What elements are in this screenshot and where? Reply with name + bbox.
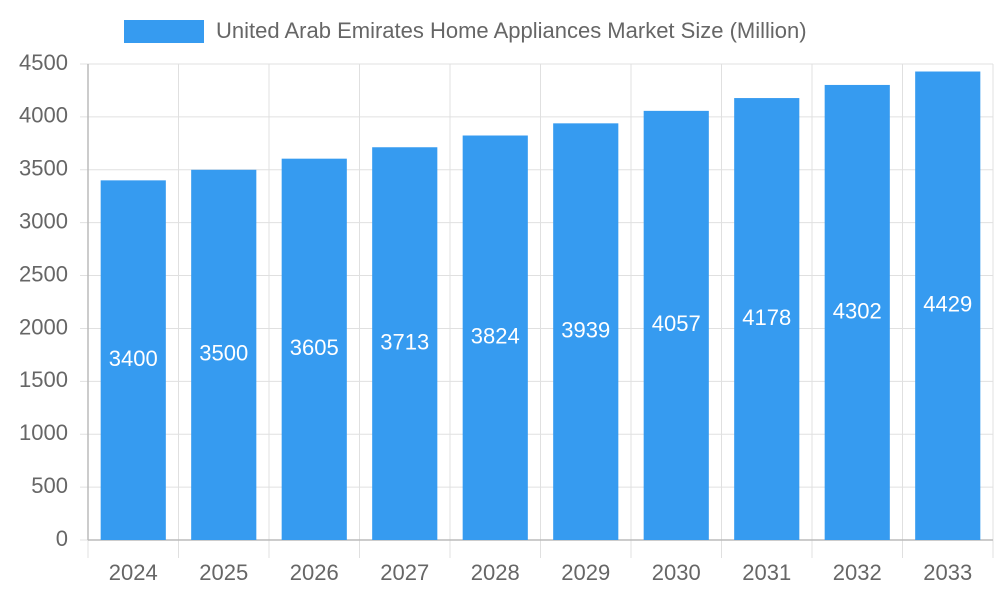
value-label: 4057 [652, 311, 701, 336]
bar [643, 110, 709, 540]
x-tick-label: 2025 [199, 560, 248, 585]
value-label: 3713 [380, 329, 429, 354]
bar [824, 84, 890, 540]
x-tick-label: 2028 [471, 560, 520, 585]
x-tick-label: 2032 [833, 560, 882, 585]
y-tick-label: 1000 [19, 420, 68, 445]
legend-swatch [124, 20, 204, 43]
bar [372, 147, 438, 540]
y-tick-label: 4000 [19, 103, 68, 128]
y-tick-label: 4500 [19, 50, 68, 75]
x-tick-label: 2027 [380, 560, 429, 585]
legend-label: United Arab Emirates Home Appliances Mar… [216, 18, 807, 43]
y-tick-label: 1500 [19, 367, 68, 392]
x-tick-label: 2031 [742, 560, 791, 585]
y-tick-label: 3500 [19, 156, 68, 181]
value-label: 3824 [471, 324, 520, 349]
x-tick-label: 2026 [290, 560, 339, 585]
bar [281, 158, 347, 540]
value-label: 4302 [833, 298, 882, 323]
y-tick-label: 3000 [19, 208, 68, 233]
x-tick-label: 2029 [561, 560, 610, 585]
x-tick-label: 2030 [652, 560, 701, 585]
y-tick-label: 2000 [19, 314, 68, 339]
y-tick-label: 0 [56, 526, 68, 551]
value-label: 3400 [109, 346, 158, 371]
bar [734, 98, 800, 540]
value-label: 4429 [923, 292, 972, 317]
bar [915, 71, 981, 540]
value-label: 3500 [199, 341, 248, 366]
x-tick-label: 2033 [923, 560, 972, 585]
value-label: 3939 [561, 317, 610, 342]
y-tick-label: 500 [31, 473, 68, 498]
bar [462, 135, 528, 540]
value-label: 4178 [742, 305, 791, 330]
bar [191, 169, 257, 540]
y-tick-label: 2500 [19, 261, 68, 286]
bar [100, 180, 166, 540]
value-label: 3605 [290, 335, 339, 360]
bar [553, 123, 619, 540]
x-tick-label: 2024 [109, 560, 158, 585]
